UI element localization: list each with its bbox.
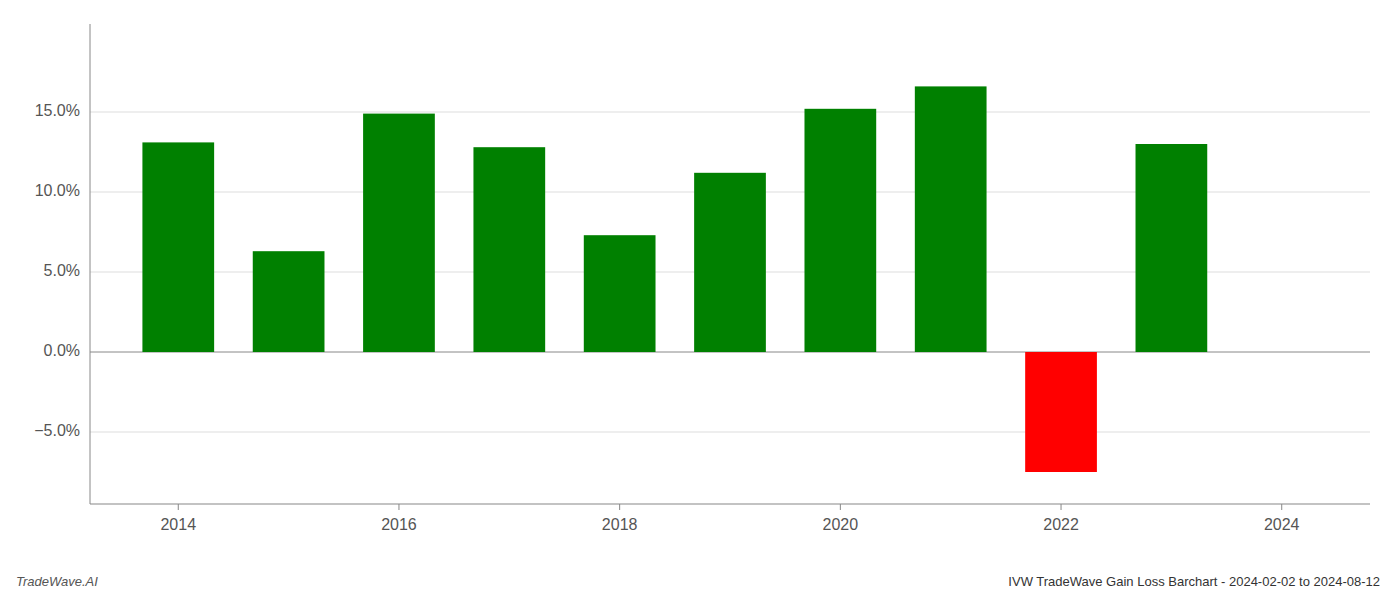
bar [363, 114, 435, 352]
x-tick [398, 504, 399, 510]
y-tick-label: 15.0% [35, 102, 80, 119]
footer: TradeWave.AI [16, 574, 98, 589]
x-axis-line [90, 503, 1370, 504]
y-axis-line [90, 24, 91, 504]
bar [1136, 144, 1208, 352]
x-tick [1061, 504, 1062, 510]
bar [1025, 352, 1097, 472]
grid-line [90, 112, 1370, 113]
y-grid [90, 112, 1370, 432]
bar [694, 173, 766, 352]
x-tick-label: 2018 [602, 516, 638, 533]
x-tick-label: 2022 [1043, 516, 1079, 533]
title: IVW TradeWave Gain Loss Barchart - 2024-… [1008, 574, 1380, 589]
bars [142, 86, 1207, 472]
x-tick-label: 2014 [160, 516, 196, 533]
x-tick [619, 504, 620, 510]
x-tick [1281, 504, 1282, 510]
x-tick [178, 504, 179, 510]
grid-line [90, 432, 1370, 433]
y-tick-label: −5.0% [34, 422, 80, 439]
bar [473, 147, 545, 352]
chart: −5.0%0.0%5.0%10.0%15.0%20142016201820202… [0, 0, 1400, 600]
y-tick-label: 10.0% [35, 182, 80, 199]
y-tick-label: 0.0% [44, 342, 80, 359]
x-tick [840, 504, 841, 510]
y-tick-label: 5.0% [44, 262, 80, 279]
bar [804, 109, 876, 352]
x-tick-label: 2024 [1264, 516, 1300, 533]
bar [253, 251, 325, 352]
x-ticks: 2014 2016 2018 2020 2022 2024 [160, 504, 1299, 533]
bar [142, 142, 214, 352]
x-tick-label: 2016 [381, 516, 417, 533]
y-tick-labels: −5.0% 0.0% 5.0% 10.0% 15.0% [34, 102, 80, 439]
x-tick-label: 2020 [823, 516, 859, 533]
bar [915, 86, 987, 352]
bar [584, 235, 656, 352]
